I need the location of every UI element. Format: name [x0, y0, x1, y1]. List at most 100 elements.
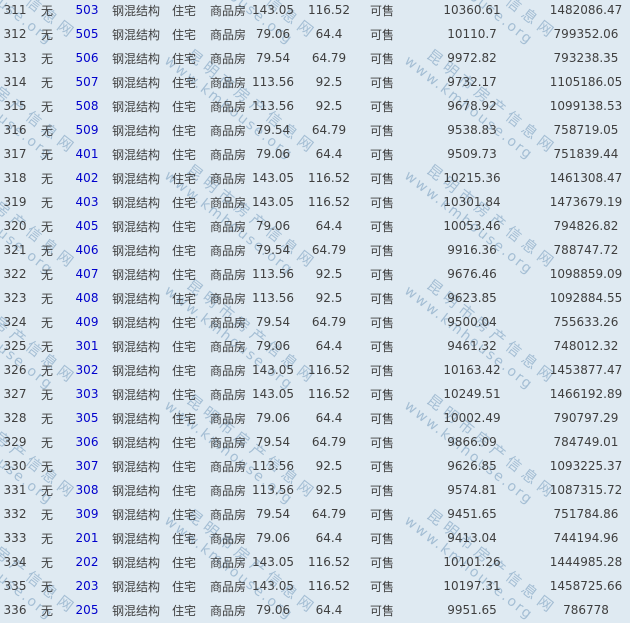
cell-total-price: 751784.86 — [553, 507, 619, 521]
cell-structure: 钢混结构 — [111, 195, 160, 210]
room-number-link[interactable]: 407 — [75, 267, 99, 281]
cell-index: 323 — [3, 291, 27, 305]
room-number-link[interactable]: 505 — [75, 27, 99, 41]
cell-room: 406 — [64, 238, 110, 262]
room-number-link[interactable]: 409 — [75, 315, 99, 329]
cell-status: 可售 — [369, 27, 394, 42]
cell-inner-area: 64.4 — [315, 219, 343, 233]
cell-index: 320 — [3, 219, 27, 233]
cell-index: 330 — [3, 459, 27, 473]
cell-structure: 钢混结构 — [111, 243, 160, 258]
cell-building: 无 — [40, 123, 53, 138]
cell-use: 住宅 — [171, 3, 196, 18]
cell-unit-price: 10002.49 — [443, 411, 501, 425]
table-row: 326 无 302 钢混结构 住宅 商品房 143.05 116.52 可售 1… — [0, 358, 630, 382]
room-number-link[interactable]: 305 — [75, 411, 99, 425]
room-number-link[interactable]: 509 — [75, 123, 99, 137]
cell-unit-price: 9626.85 — [447, 459, 497, 473]
room-number-link[interactable]: 401 — [75, 147, 99, 161]
cell-type: 商品房 — [209, 75, 246, 90]
room-number-link[interactable]: 406 — [75, 243, 99, 257]
cell-inner-area: 64.79 — [311, 123, 347, 137]
cell-use: 住宅 — [171, 123, 196, 138]
room-number-link[interactable]: 403 — [75, 195, 99, 209]
cell-status: 可售 — [369, 531, 394, 546]
table-row: 328 无 305 钢混结构 住宅 商品房 79.06 64.4 可售 1000… — [0, 406, 630, 430]
cell-type: 商品房 — [209, 27, 246, 42]
cell-building: 无 — [40, 171, 53, 186]
room-number-link[interactable]: 309 — [75, 507, 99, 521]
cell-type: 商品房 — [209, 459, 246, 474]
cell-building: 无 — [40, 531, 53, 546]
cell-area: 143.05 — [252, 363, 294, 377]
cell-inner-area: 64.79 — [311, 51, 347, 65]
cell-building: 无 — [40, 291, 53, 306]
cell-status: 可售 — [369, 51, 394, 66]
cell-type: 商品房 — [209, 171, 246, 186]
table-row: 320 无 405 钢混结构 住宅 商品房 79.06 64.4 可售 1005… — [0, 214, 630, 238]
cell-structure: 钢混结构 — [111, 315, 160, 330]
room-number-link[interactable]: 202 — [75, 555, 99, 569]
cell-room: 403 — [64, 190, 110, 214]
cell-structure: 钢混结构 — [111, 291, 160, 306]
cell-area: 113.56 — [252, 75, 294, 89]
cell-use: 住宅 — [171, 315, 196, 330]
cell-type: 商品房 — [209, 267, 246, 282]
cell-building: 无 — [40, 483, 53, 498]
cell-unit-price: 9678.92 — [447, 99, 497, 113]
cell-status: 可售 — [369, 99, 394, 114]
room-number-link[interactable]: 508 — [75, 99, 99, 113]
cell-type: 商品房 — [209, 483, 246, 498]
room-number-link[interactable]: 205 — [75, 603, 99, 617]
room-number-link[interactable]: 307 — [75, 459, 99, 473]
room-number-link[interactable]: 201 — [75, 531, 99, 545]
cell-total-price: 1482086.47 — [549, 3, 623, 17]
cell-index: 315 — [3, 99, 27, 113]
room-number-link[interactable]: 302 — [75, 363, 99, 377]
cell-status: 可售 — [369, 171, 394, 186]
cell-room: 303 — [64, 382, 110, 406]
cell-type: 商品房 — [209, 99, 246, 114]
cell-structure: 钢混结构 — [111, 507, 160, 522]
table-row: 322 无 407 钢混结构 住宅 商品房 113.56 92.5 可售 967… — [0, 262, 630, 286]
cell-status: 可售 — [369, 195, 394, 210]
cell-room: 201 — [64, 526, 110, 550]
room-number-link[interactable]: 203 — [75, 579, 99, 593]
cell-index: 311 — [3, 3, 27, 17]
room-number-link[interactable]: 308 — [75, 483, 99, 497]
cell-use: 住宅 — [171, 51, 196, 66]
room-number-link[interactable]: 507 — [75, 75, 99, 89]
room-number-link[interactable]: 303 — [75, 387, 99, 401]
room-number-link[interactable]: 408 — [75, 291, 99, 305]
room-number-link[interactable]: 301 — [75, 339, 99, 353]
cell-building: 无 — [40, 147, 53, 162]
cell-use: 住宅 — [171, 459, 196, 474]
room-number-link[interactable]: 503 — [75, 3, 99, 17]
cell-type: 商品房 — [209, 555, 246, 570]
cell-structure: 钢混结构 — [111, 387, 160, 402]
cell-type: 商品房 — [209, 411, 246, 426]
cell-total-price: 786778 — [563, 603, 609, 617]
cell-total-price: 758719.05 — [553, 123, 619, 137]
cell-use: 住宅 — [171, 339, 196, 354]
cell-area: 143.05 — [252, 387, 294, 401]
cell-total-price: 799352.06 — [553, 27, 619, 41]
cell-use: 住宅 — [171, 435, 196, 450]
room-number-link[interactable]: 402 — [75, 171, 99, 185]
cell-area: 113.56 — [252, 483, 294, 497]
room-number-link[interactable]: 306 — [75, 435, 99, 449]
cell-structure: 钢混结构 — [111, 555, 160, 570]
cell-room: 301 — [64, 334, 110, 358]
table-row: 316 无 509 钢混结构 住宅 商品房 79.54 64.79 可售 953… — [0, 118, 630, 142]
room-number-link[interactable]: 405 — [75, 219, 99, 233]
cell-use: 住宅 — [171, 507, 196, 522]
room-number-link[interactable]: 506 — [75, 51, 99, 65]
cell-building: 无 — [40, 579, 53, 594]
cell-type: 商品房 — [209, 363, 246, 378]
cell-area: 79.54 — [255, 243, 291, 257]
table-row: 311 无 503 钢混结构 住宅 商品房 143.05 116.52 可售 1… — [0, 0, 630, 22]
table-row: 335 无 203 钢混结构 住宅 商品房 143.05 116.52 可售 1… — [0, 574, 630, 598]
cell-inner-area: 64.79 — [311, 243, 347, 257]
cell-unit-price: 9916.36 — [447, 243, 497, 257]
